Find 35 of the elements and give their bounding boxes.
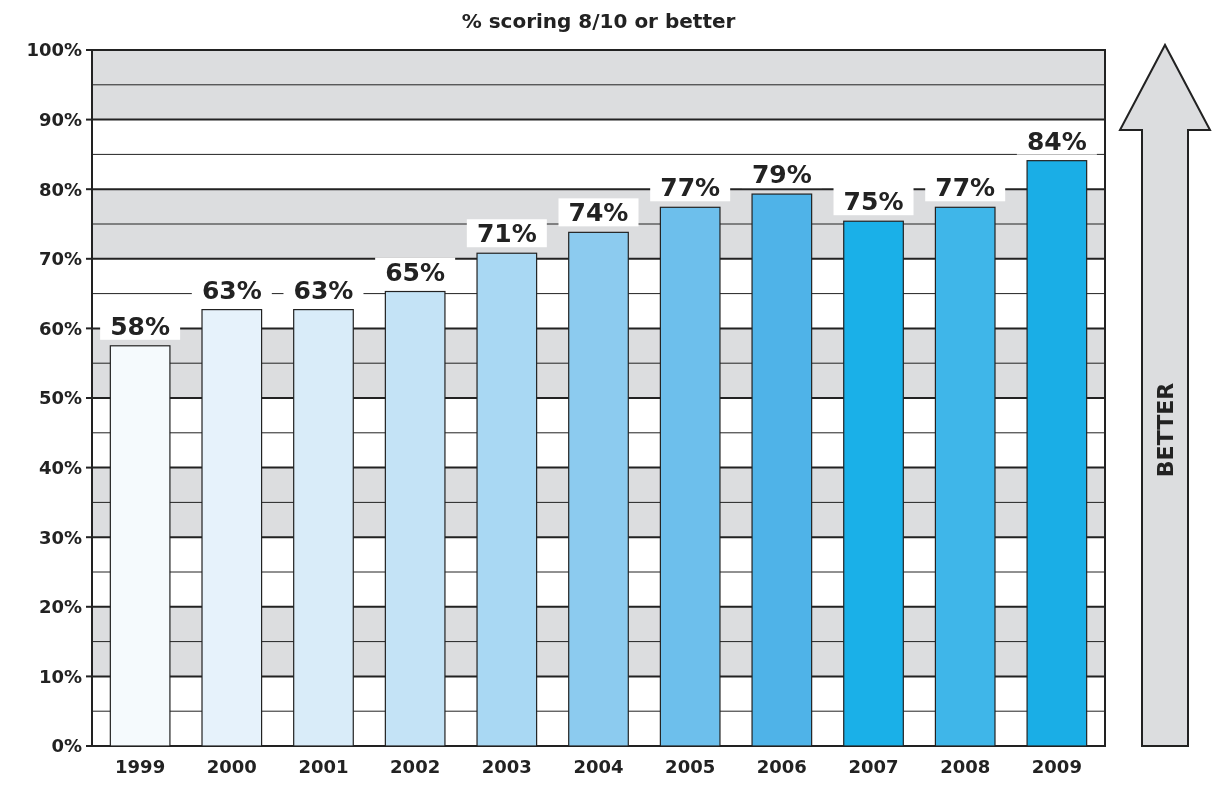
x-tick-label: 2002	[390, 756, 441, 777]
data-label: 79%	[751, 160, 812, 190]
data-label: 75%	[843, 187, 904, 217]
data-label: 77%	[935, 173, 996, 203]
x-tick-label: 2003	[481, 756, 532, 777]
x-tick-label: 1999	[115, 756, 166, 777]
y-tick-label: 60%	[38, 317, 82, 339]
data-label: 74%	[568, 198, 629, 228]
y-tick-label: 50%	[38, 387, 82, 409]
data-label: 58%	[110, 311, 171, 341]
x-tick-label: 2004	[573, 756, 624, 777]
y-tick-label: 90%	[38, 108, 82, 130]
data-label: 63%	[201, 275, 262, 305]
text: BETTER	[1152, 382, 1178, 478]
y-tick-label: 80%	[38, 178, 82, 200]
x-tick-label: 2009	[1031, 756, 1082, 777]
data-label: 63%	[293, 275, 354, 305]
data-label: 84%	[1026, 126, 1087, 156]
x-tick-label: 2006	[756, 756, 807, 777]
x-tick-label: 2007	[848, 756, 899, 777]
y-tick-label: 0%	[51, 735, 82, 757]
y-tick-label: 70%	[38, 248, 82, 270]
y-tick-label: 20%	[38, 596, 82, 618]
x-tick-label: 2005	[665, 756, 716, 777]
x-tick-label: 2001	[298, 756, 349, 777]
x-tick-label: 2008	[940, 756, 991, 777]
y-tick-label: 30%	[38, 526, 82, 548]
data-label: 71%	[476, 219, 537, 249]
chart-title: % scoring 8/10 or better	[461, 9, 736, 33]
data-label: 77%	[660, 173, 721, 203]
y-tick-label: 40%	[38, 456, 82, 478]
x-tick-label: 2000	[206, 756, 257, 777]
data-label: 65%	[385, 257, 446, 287]
y-tick-label: 10%	[38, 665, 82, 687]
y-tick-label: 100%	[26, 39, 82, 61]
